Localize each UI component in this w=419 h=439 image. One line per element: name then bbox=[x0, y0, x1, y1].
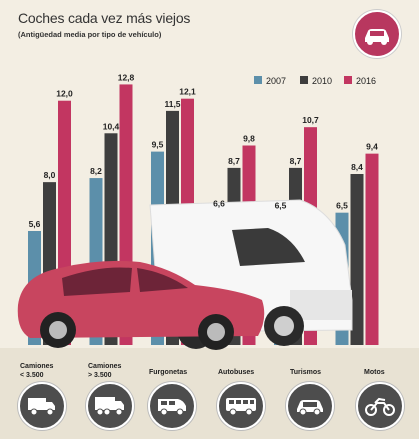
value-label-2016-2: 12,1 bbox=[179, 87, 196, 97]
footer-band bbox=[0, 348, 419, 439]
value-label-2010-5: 8,4 bbox=[351, 162, 363, 172]
legend-swatch-2016 bbox=[344, 76, 352, 84]
car-icon bbox=[353, 10, 401, 58]
chart-title: Coches cada vez más viejos bbox=[18, 10, 191, 26]
value-label-2010-1: 10,4 bbox=[103, 121, 120, 131]
value-label-2016-0: 12,0 bbox=[56, 89, 73, 99]
chart-subtitle: (Antigüedad media por tipo de vehículo) bbox=[18, 30, 162, 39]
value-label-2010-4: 8,7 bbox=[290, 156, 302, 166]
value-label-2010-2: 11,5 bbox=[164, 99, 180, 109]
value-label-2007-4: 6,5 bbox=[275, 201, 287, 211]
legend-label-2016: 2016 bbox=[356, 76, 376, 86]
value-label-2007-0: 5,6 bbox=[29, 219, 41, 229]
value-label-2016-1: 12,8 bbox=[118, 72, 135, 82]
vehicle-label-furgonetas: Furgonetas bbox=[149, 369, 188, 376]
truck-large-icon bbox=[86, 382, 134, 430]
value-label-2016-3: 9,8 bbox=[243, 134, 255, 144]
vehicle-label-turismos: Turismos bbox=[290, 369, 321, 376]
bar-2010-5 bbox=[350, 174, 364, 345]
vehicle-label-camiones-large: Camiones > 3.500 bbox=[88, 363, 122, 379]
value-label-2007-5: 6,5 bbox=[336, 201, 348, 211]
value-label-2007-1: 8,2 bbox=[90, 166, 102, 176]
legend-swatch-2010 bbox=[300, 76, 308, 84]
labels-layer: 5,6 8,0 12,0 8,2 10,4 12,8 9,5 11,5 12,1 6,6 8,7 9,… bbox=[29, 72, 379, 229]
value-label-2016-5: 9,4 bbox=[366, 142, 378, 152]
value-label-2007-3: 6,6 bbox=[213, 199, 225, 209]
legend: 2007 2010 2016 bbox=[254, 76, 376, 86]
value-label-2010-3: 8,7 bbox=[228, 156, 240, 166]
vehicle-label-autobuses: Autobuses bbox=[218, 369, 255, 376]
value-label-2007-2: 9,5 bbox=[152, 140, 164, 150]
bar-2016-5 bbox=[365, 153, 379, 345]
value-label-2016-4: 10,7 bbox=[302, 115, 319, 125]
vehicle-label-camiones-small: Camiones < 3.500 bbox=[20, 363, 54, 379]
vehicle-illustration bbox=[17, 199, 353, 350]
legend-label-2010: 2010 bbox=[312, 76, 332, 86]
legend-label-2007: 2007 bbox=[266, 76, 286, 86]
legend-swatch-2007 bbox=[254, 76, 262, 84]
van-icon bbox=[148, 382, 196, 430]
motorcycle-icon bbox=[356, 382, 404, 430]
bus-icon bbox=[217, 382, 265, 430]
truck-small-icon bbox=[18, 382, 66, 430]
vehicle-label-motos: Motos bbox=[364, 369, 385, 376]
value-label-2010-0: 8,0 bbox=[44, 170, 56, 180]
car-icon bbox=[286, 382, 334, 430]
